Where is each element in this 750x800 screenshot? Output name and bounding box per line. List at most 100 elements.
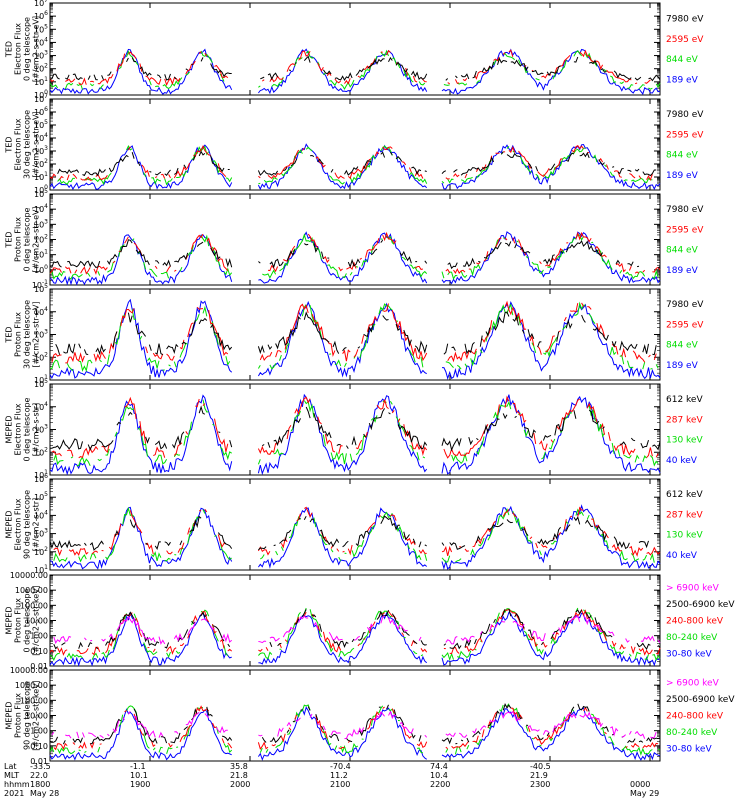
- y-tick-label: 100: [34, 89, 48, 100]
- series-blue: [49, 298, 661, 380]
- series-green: [53, 399, 659, 467]
- y-tick-label: 106: [34, 10, 48, 21]
- y-axis-label-line: MEPED: [5, 702, 14, 730]
- x-tick-label: -40.5: [530, 762, 551, 771]
- y-tick-label: 10000.00: [10, 571, 48, 580]
- panel-frame: [49, 98, 661, 191]
- series-black: [57, 150, 657, 177]
- y-tick-label: 102: [34, 446, 48, 457]
- y-tick-label: 0.10: [30, 647, 48, 656]
- y-tick-label: 102: [34, 63, 48, 74]
- legend-entry: 2595 eV: [666, 225, 704, 235]
- series-blue: [49, 48, 661, 95]
- y-tick-label: 104: [34, 306, 48, 317]
- y-tick-label: 103: [34, 329, 48, 340]
- x-tick-label: -70.4: [330, 762, 351, 771]
- x-axis-row-label: hhmm: [4, 780, 30, 789]
- x-tick-label: 2100: [330, 780, 350, 789]
- legend-entry: 189 eV: [666, 361, 699, 371]
- y-axis-label-line: Proton Flux: [14, 598, 23, 643]
- legend-entry: 7980 eV: [666, 110, 704, 120]
- legend-entry: 287 keV: [666, 415, 703, 425]
- panel-frame: [49, 2, 661, 96]
- panel-frame: [49, 478, 661, 571]
- y-tick-label: 10.00: [25, 617, 48, 626]
- panel-frame: [49, 383, 661, 476]
- y-tick-label: 1000.00: [15, 681, 48, 690]
- y-tick-label: 100.00: [20, 601, 48, 610]
- y-axis-label-line: 0 deg telescope: [23, 207, 32, 271]
- y-tick-label: 104: [34, 132, 48, 143]
- legend-entry: 30-80 keV: [666, 650, 712, 660]
- legend-entry: 240-800 keV: [666, 617, 724, 627]
- y-tick-label: 1.00: [30, 632, 48, 641]
- x-tick-label: May 29: [630, 789, 659, 798]
- y-axis-label: TED Proton Flux 0 deg telescope [#/cm2-s-st…: [5, 206, 41, 272]
- series-blue: [49, 706, 661, 761]
- y-tick-label: 105: [34, 23, 48, 34]
- legend-entry: 189 eV: [666, 171, 699, 181]
- y-tick-label: 0.10: [30, 742, 48, 751]
- series-red: [53, 506, 661, 557]
- y-tick-label: 104: [34, 36, 48, 47]
- panel-4: 101 102 103 104 105 TED Proton Flux 30 deg tele…: [5, 283, 705, 385]
- panel-1: 100 101 102 103 104 105 106 107 TED Electron Flux…: [5, 0, 705, 100]
- y-tick-label: 102: [34, 234, 48, 245]
- y-axis-label-line: Electron Flux: [14, 403, 23, 455]
- x-tick-label: 0000: [630, 780, 650, 789]
- legend-entry: 7980 eV: [666, 205, 704, 215]
- legend-entry: > 6900 keV: [666, 583, 720, 593]
- y-axis-label-line: 0 deg telescope: [23, 588, 32, 652]
- x-tick-label: 1900: [130, 780, 150, 789]
- y-tick-label: 105: [34, 188, 48, 199]
- series-green: [49, 607, 661, 662]
- y-tick-label: 107: [34, 0, 48, 8]
- y-axis-label: MEPED Electron Flux 0 deg telescope [#/cm2-…: [5, 397, 41, 461]
- series-red: [50, 146, 660, 181]
- legend-entry: 612 keV: [666, 490, 703, 500]
- y-tick-label: 105: [34, 378, 48, 389]
- x-tick-label: 2000: [230, 780, 250, 789]
- y-axis-label: TED Electron Flux 0 deg telescope [#/cm2-s-…: [5, 16, 41, 82]
- x-tick-label: 74.4: [430, 762, 448, 771]
- x-tick-label: -33.5: [30, 762, 51, 771]
- y-axis-label-line: Electron Flux: [14, 118, 23, 170]
- series-black: [53, 608, 661, 651]
- y-tick-label: 104: [34, 509, 48, 520]
- x-tick-label: 2200: [430, 780, 450, 789]
- y-tick-label: 106: [34, 473, 48, 484]
- y-tick-label: 0.01: [30, 757, 48, 766]
- y-tick-label: 100: [34, 184, 48, 195]
- series-green: [58, 146, 657, 184]
- x-tick-label: 21.9: [530, 771, 548, 780]
- x-axis-row-label: Lat: [4, 762, 17, 771]
- y-tick-label: 105: [34, 119, 48, 130]
- x-tick-label: 21.8: [230, 771, 248, 780]
- panel-3: 10-1 100 101 102 103 104 105 TED Proton Flux 0 de…: [5, 188, 705, 290]
- y-tick-label: 102: [34, 351, 48, 362]
- series-black: [49, 239, 661, 270]
- legend-entry: 80-240 keV: [666, 728, 718, 738]
- series-black: [50, 405, 661, 452]
- series-blue: [49, 231, 661, 286]
- legend-entry: 7980 eV: [666, 300, 704, 310]
- series-green: [49, 49, 661, 91]
- legend-entry: 2595 eV: [666, 130, 704, 140]
- x-tick-label: 2300: [530, 780, 550, 789]
- y-tick-label: 107: [34, 93, 48, 104]
- y-axis-label-line: Electron Flux: [14, 498, 23, 550]
- x-tick-label: 1800: [30, 780, 50, 789]
- legend-entry: 130 keV: [666, 436, 703, 446]
- panel-7: 0.01 0.10 1.00 10.00 100.00 1000.00 10000.00 ME…: [5, 571, 736, 671]
- legend-entry: 30-80 keV: [666, 745, 712, 755]
- legend-entry: 2595 eV: [666, 320, 704, 330]
- y-axis-label-line: Proton Flux: [14, 312, 23, 357]
- y-tick-label: 100: [34, 264, 48, 275]
- legend-entry: 40 keV: [666, 456, 698, 466]
- legend-entry: 844 eV: [666, 151, 699, 161]
- x-tick-label: 10.4: [430, 771, 448, 780]
- y-axis-label-line: 30 deg telescope: [23, 110, 32, 179]
- series-red: [49, 608, 661, 656]
- series-red: [51, 395, 659, 459]
